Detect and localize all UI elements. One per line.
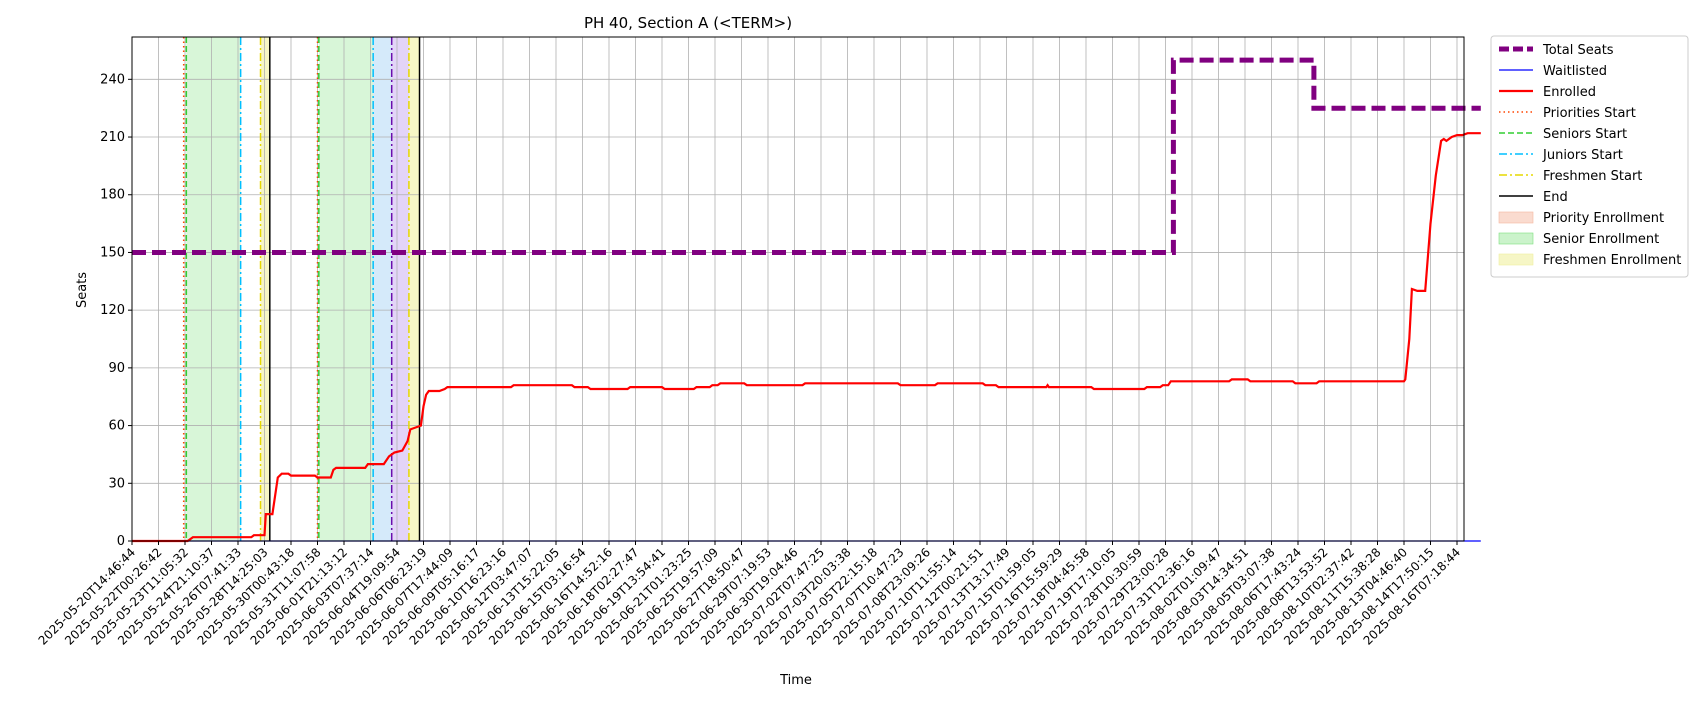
y-tick-label: 30 bbox=[108, 476, 125, 491]
legend-item: End bbox=[1499, 190, 1568, 205]
legend-item: Freshmen Enrollment bbox=[1498, 253, 1681, 268]
plot-area bbox=[132, 37, 1464, 541]
legend-item: Priorities Start bbox=[1499, 106, 1636, 121]
legend-label: Seniors Start bbox=[1543, 127, 1627, 142]
grid bbox=[131, 37, 1464, 542]
y-tick-label: 90 bbox=[108, 361, 125, 376]
legend-item: Senior Enrollment bbox=[1498, 232, 1659, 247]
legend-label: Freshmen Start bbox=[1543, 169, 1642, 184]
legend-label: Waitlisted bbox=[1543, 64, 1607, 79]
legend-box bbox=[1490, 35, 1689, 278]
y-tick-label: 60 bbox=[108, 419, 125, 434]
legend-label: Enrolled bbox=[1543, 85, 1596, 100]
legend: Total Seats Waitlisted Enrolled Priorities … bbox=[1490, 35, 1689, 278]
legend-item: Freshmen Start bbox=[1499, 169, 1642, 184]
period-markers bbox=[182, 37, 421, 541]
legend-item: Total Seats bbox=[1499, 43, 1614, 58]
y-tick-label: 150 bbox=[100, 245, 125, 260]
span-junior-enrollment bbox=[373, 37, 392, 541]
legend-label: Freshmen Enrollment bbox=[1543, 253, 1681, 268]
y-tick-label: 210 bbox=[100, 130, 125, 145]
legend-label: End bbox=[1543, 190, 1568, 205]
y-tick-label: 180 bbox=[100, 188, 125, 203]
legend-item: Enrolled bbox=[1499, 85, 1596, 100]
span-freshmen-enrollment bbox=[260, 37, 270, 541]
enrollment-periods bbox=[132, 37, 1464, 541]
plot-frame bbox=[131, 36, 1465, 542]
legend-label: Senior Enrollment bbox=[1543, 232, 1659, 247]
span-freshmen-enrollment bbox=[408, 37, 420, 541]
x-axis-label: Time bbox=[779, 673, 812, 688]
legend-label: Total Seats bbox=[1542, 43, 1614, 58]
legend-label: Priority Enrollment bbox=[1543, 211, 1664, 226]
legend-label: Priorities Start bbox=[1543, 106, 1636, 121]
legend-item: Waitlisted bbox=[1499, 64, 1607, 79]
y-tick-label: 0 bbox=[117, 534, 125, 549]
legend-item: Seniors Start bbox=[1499, 127, 1627, 142]
y-tick-label: 120 bbox=[100, 303, 125, 318]
legend-swatch bbox=[1498, 253, 1534, 266]
series-enrolled bbox=[132, 132, 1481, 543]
legend-label: Juniors Start bbox=[1542, 148, 1623, 163]
legend-swatch bbox=[1498, 232, 1534, 245]
y-axis-label: Seats bbox=[75, 272, 90, 308]
legend-item: Juniors Start bbox=[1499, 148, 1623, 163]
legend-swatch bbox=[1498, 211, 1534, 224]
chart-title: PH 40, Section A (<TERM>) bbox=[584, 14, 792, 32]
span-senior-enrollment bbox=[186, 37, 241, 541]
legend-item: Priority Enrollment bbox=[1498, 211, 1664, 226]
series-total-seats bbox=[132, 57, 1481, 255]
y-tick-label: 240 bbox=[100, 72, 125, 87]
span-senior-enrollment bbox=[318, 37, 374, 541]
span-sophomore-enrollment bbox=[391, 37, 409, 541]
